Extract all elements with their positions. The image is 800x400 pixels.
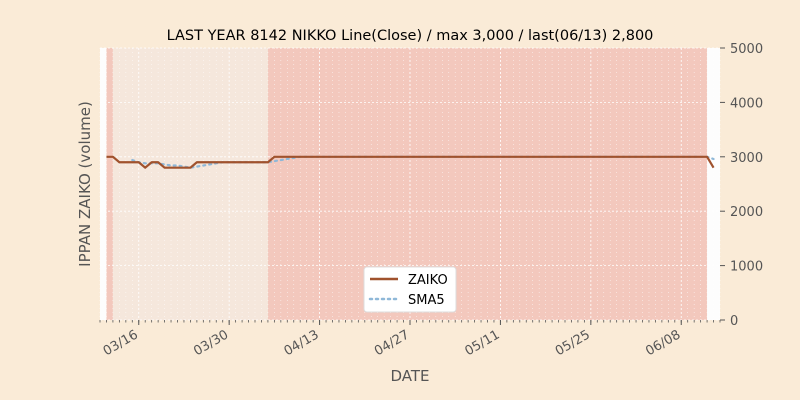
x-tick-label: 03/30 <box>191 327 231 359</box>
y-tick-label: 0 <box>730 314 738 329</box>
y-tick-label: 2000 <box>730 205 763 220</box>
y-tick-label: 4000 <box>730 96 763 111</box>
plot-band-1 <box>106 48 113 320</box>
y-axis: 0 1000 2000 3000 4000 5000 <box>720 42 763 329</box>
legend-label-sma5: SMA5 <box>408 293 445 308</box>
y-tick-label: 3000 <box>730 151 763 166</box>
series-line-zaiko <box>106 155 715 169</box>
series-lines <box>106 155 715 169</box>
plot-band-0 <box>100 48 107 320</box>
grid <box>99 47 721 321</box>
x-tick-label: 05/25 <box>553 327 593 359</box>
y-tick-label: 5000 <box>730 42 763 57</box>
x-tick-label: 03/16 <box>101 327 141 359</box>
x-tick-label: 04/27 <box>372 327 412 359</box>
chart-title: LAST YEAR 8142 NIKKO Line(Close) / max 3… <box>167 28 654 44</box>
x-tick-label: 06/08 <box>643 327 683 359</box>
y-tick-label: 1000 <box>730 260 763 275</box>
legend: ZAIKO SMA5 <box>363 266 457 313</box>
x-tick-label: 04/13 <box>282 327 322 359</box>
legend-label-zaiko: ZAIKO <box>408 273 448 288</box>
x-axis: 03/16 03/30 04/13 04/27 05/11 05/25 06/08 <box>99 320 721 359</box>
x-tick-label: 05/11 <box>462 327 502 359</box>
x-axis-label: DATE <box>390 367 429 385</box>
y-axis-label: IPPAN ZAIKO (volume) <box>76 101 94 267</box>
